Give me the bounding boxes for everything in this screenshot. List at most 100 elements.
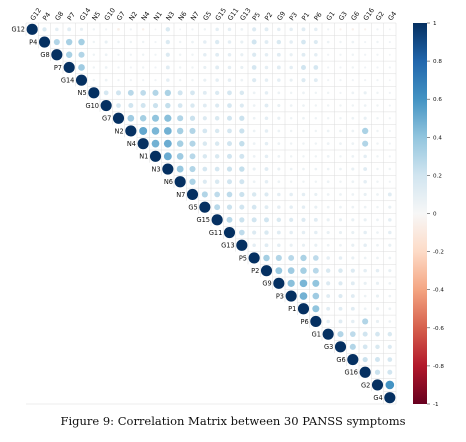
correlation-circle bbox=[252, 230, 257, 235]
correlation-circle bbox=[215, 65, 220, 70]
correlation-circle bbox=[326, 319, 330, 324]
correlation-circle bbox=[351, 79, 354, 82]
row-label: N4 bbox=[127, 140, 136, 148]
correlation-circle bbox=[387, 192, 392, 197]
correlation-circle bbox=[289, 167, 293, 171]
correlation-circle bbox=[376, 142, 379, 145]
correlation-circle bbox=[339, 193, 342, 196]
correlation-circle bbox=[251, 204, 257, 210]
correlation-circle bbox=[264, 141, 269, 146]
correlation-circle bbox=[314, 230, 318, 235]
correlation-circle bbox=[388, 281, 392, 285]
column-label: N6 bbox=[177, 10, 189, 22]
correlation-circle bbox=[313, 217, 318, 222]
diagonal-circle bbox=[186, 188, 199, 201]
correlation-circle bbox=[301, 230, 306, 235]
correlation-circle bbox=[387, 344, 392, 349]
correlation-circle bbox=[351, 154, 355, 158]
correlation-circle bbox=[326, 154, 330, 158]
correlation-circle bbox=[163, 152, 172, 161]
correlation-circle bbox=[289, 205, 293, 209]
correlation-circle bbox=[179, 28, 182, 31]
correlation-circle bbox=[351, 193, 355, 196]
correlation-circle bbox=[154, 28, 157, 31]
correlation-circle bbox=[300, 254, 307, 262]
correlation-circle bbox=[104, 78, 108, 82]
correlation-circle bbox=[140, 90, 146, 96]
correlation-circle bbox=[349, 331, 356, 337]
correlation-circle bbox=[314, 27, 318, 32]
correlation-circle bbox=[364, 53, 367, 56]
correlation-circle bbox=[302, 129, 305, 133]
correlation-circle bbox=[301, 64, 306, 70]
correlation-circle bbox=[326, 117, 330, 120]
correlation-circle bbox=[264, 167, 269, 171]
correlation-circle bbox=[351, 91, 355, 95]
correlation-circle bbox=[252, 167, 256, 171]
correlation-circle bbox=[289, 142, 293, 145]
correlation-circle bbox=[388, 307, 392, 311]
column-label: N5 bbox=[90, 10, 102, 22]
correlation-circle bbox=[339, 66, 342, 69]
correlation-circle bbox=[313, 39, 318, 45]
correlation-circle bbox=[92, 66, 96, 69]
correlation-circle bbox=[375, 268, 380, 273]
diagonal-circle bbox=[322, 328, 334, 340]
correlation-circle bbox=[117, 27, 120, 31]
correlation-circle bbox=[288, 255, 295, 261]
legend-tick-label: -0.8 bbox=[433, 364, 444, 370]
correlation-circle bbox=[312, 292, 320, 300]
correlation-circle bbox=[363, 192, 367, 197]
figure-caption: Figure 9: Correlation Matrix between 30 … bbox=[60, 414, 406, 428]
legend-tick-label: 0.2 bbox=[433, 173, 442, 179]
column-label: G7 bbox=[115, 10, 127, 22]
correlation-circle bbox=[117, 53, 120, 56]
correlation-circle bbox=[337, 331, 344, 338]
correlation-circle bbox=[314, 91, 318, 95]
correlation-circle bbox=[129, 53, 132, 56]
correlation-circle bbox=[327, 28, 330, 31]
correlation-circle bbox=[362, 344, 368, 350]
correlation-circle bbox=[264, 116, 269, 121]
correlation-circle bbox=[203, 65, 207, 70]
correlation-circle bbox=[277, 116, 281, 120]
correlation-circle bbox=[326, 104, 330, 107]
legend-ticks: 1 0.8 0.6 0.4 0.2 0 -0.2 -0.4 -0.6 -0.8 -1 bbox=[427, 21, 444, 408]
diagonal-circle bbox=[248, 252, 260, 264]
row-label: P6 bbox=[300, 318, 308, 326]
correlation-circle bbox=[176, 153, 184, 160]
correlation-circle bbox=[388, 230, 392, 235]
correlation-circle bbox=[363, 307, 367, 311]
correlation-circle bbox=[190, 103, 195, 108]
correlation-cells bbox=[26, 23, 396, 404]
column-label: G8 bbox=[53, 10, 65, 22]
diagonal-circle bbox=[51, 49, 63, 61]
column-label: P4 bbox=[41, 11, 52, 22]
correlation-circle bbox=[376, 205, 379, 209]
correlation-circle bbox=[326, 218, 330, 222]
correlation-circle bbox=[376, 193, 379, 196]
diagonal-circle bbox=[112, 112, 125, 124]
correlation-circle bbox=[388, 269, 392, 273]
correlation-circle bbox=[327, 53, 330, 56]
row-label: G13 bbox=[221, 242, 235, 250]
correlation-circle bbox=[53, 39, 60, 46]
correlation-circle bbox=[226, 191, 233, 198]
grid-lines bbox=[25, 22, 397, 405]
correlation-circle bbox=[326, 129, 330, 133]
correlation-circle bbox=[252, 129, 256, 133]
legend-tick-label: -0.4 bbox=[433, 288, 444, 294]
correlation-circle bbox=[376, 104, 379, 107]
correlation-circle bbox=[176, 140, 184, 147]
correlation-circle bbox=[314, 52, 318, 57]
correlation-circle bbox=[202, 179, 207, 184]
correlation-circle bbox=[388, 155, 391, 158]
correlation-circle bbox=[301, 217, 306, 222]
correlation-circle bbox=[139, 126, 148, 135]
correlation-circle bbox=[276, 52, 281, 57]
correlation-circle bbox=[388, 53, 391, 56]
row-label: G6 bbox=[336, 356, 345, 364]
correlation-circle bbox=[163, 127, 172, 135]
legend-tick-label: 0.8 bbox=[433, 59, 442, 65]
